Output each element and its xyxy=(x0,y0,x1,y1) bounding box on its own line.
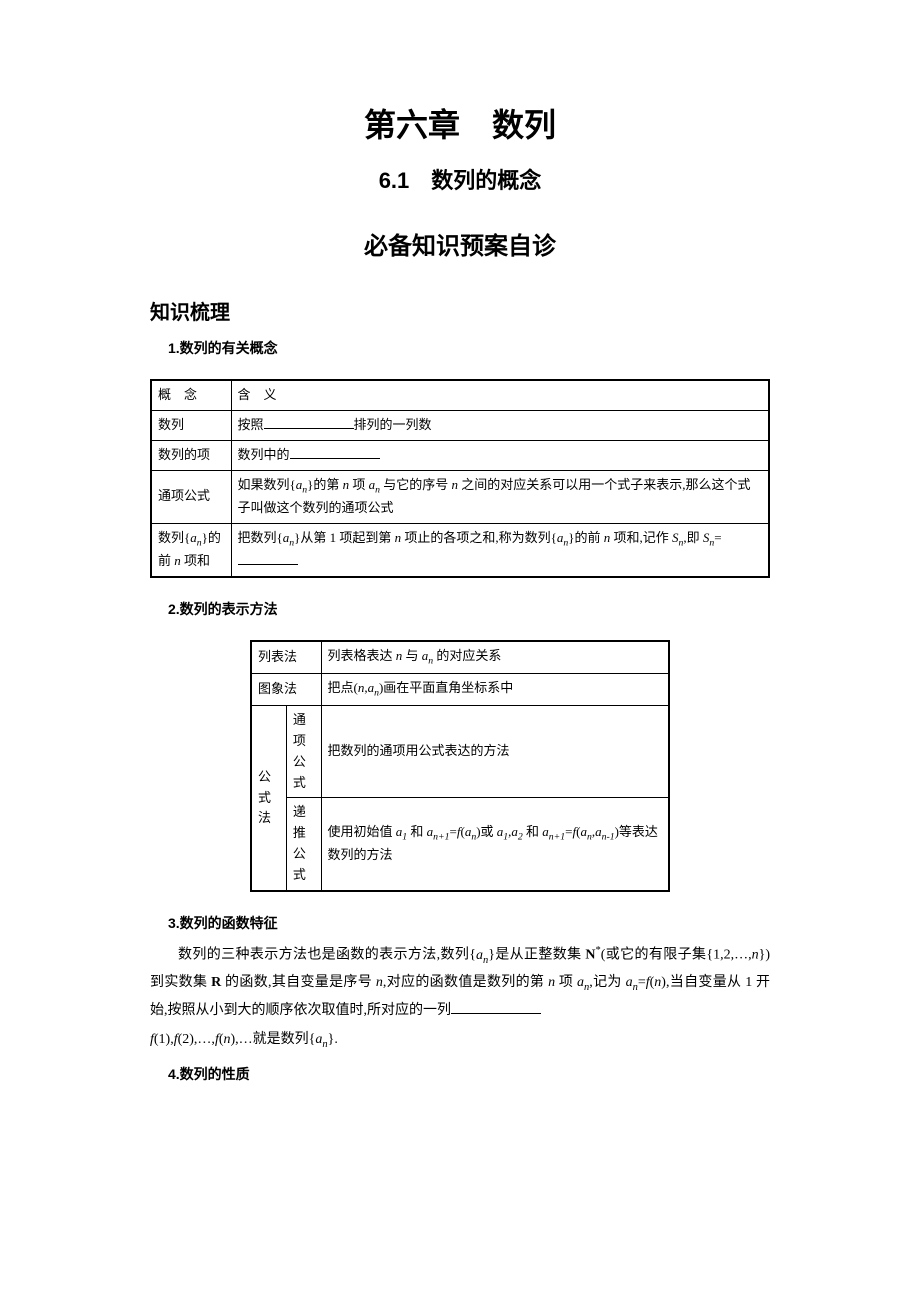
chapter-title: 第六章 数列 xyxy=(150,100,770,151)
paragraph-function-2: f(1),f(2),…,f(n),…就是数列{an}. xyxy=(150,1027,770,1055)
table-methods: 列表法 列表格表达 n 与 an 的对应关系 图象法 把点(n,an)画在平面直… xyxy=(250,640,670,892)
meaning-cell: 数列中的 xyxy=(231,440,769,470)
heading-zhishishuli: 知识梳理 xyxy=(150,297,770,329)
text: 按照 xyxy=(238,417,264,432)
text: 数列中的 xyxy=(238,447,290,462)
table-row: 公式法 通项公式 把数列的通项用公式表达的方法 xyxy=(251,706,669,798)
fill-blank xyxy=(264,416,354,429)
table-row: 数列{an}的前 n 项和 把数列{an}从第 1 项起到第 n 项止的各项之和… xyxy=(151,523,769,576)
concept-cell: 数列 xyxy=(151,410,231,440)
method-cell: 列表法 xyxy=(251,641,321,674)
fill-blank xyxy=(451,1000,541,1014)
fill-blank xyxy=(238,552,298,565)
table-row: 列表法 列表格表达 n 与 an 的对应关系 xyxy=(251,641,669,674)
section-number: 6.1 xyxy=(379,168,410,193)
page-subtitle: 必备知识预案自诊 xyxy=(150,228,770,266)
meaning-header: 含 义 xyxy=(231,380,769,410)
fill-blank xyxy=(290,446,380,459)
method-cell: 图象法 xyxy=(251,674,321,706)
table-row: 概 念 含 义 xyxy=(151,380,769,410)
meaning-cell: 如果数列{an}的第 n 项 an 与它的序号 n 之间的对应关系可以用一个式子… xyxy=(231,470,769,523)
table-row: 图象法 把点(n,an)画在平面直角坐标系中 xyxy=(251,674,669,706)
meaning-cell: 把数列{an}从第 1 项起到第 n 项止的各项之和,称为数列{an}的前 n … xyxy=(231,523,769,576)
concept-cell: 数列{an}的前 n 项和 xyxy=(151,523,231,576)
concept-cell: 通项公式 xyxy=(151,470,231,523)
paragraph-function: 数列的三种表示方法也是函数的表示方法,数列{an}是从正整数集 N*(或它的有限… xyxy=(150,942,770,1023)
section-name: 数列的概念 xyxy=(431,168,541,193)
desc-cell: 列表格表达 n 与 an 的对应关系 xyxy=(321,641,669,674)
sub-method: 通项公式 xyxy=(286,706,321,798)
concept-header: 概 念 xyxy=(151,380,231,410)
subheading-3: 3.数列的函数特征 xyxy=(168,912,770,934)
meaning-cell: 按照 排列的一列数 xyxy=(231,410,769,440)
table-row: 数列的项 数列中的 xyxy=(151,440,769,470)
subheading-4: 4.数列的性质 xyxy=(168,1063,770,1085)
desc-cell: 使用初始值 a1 和 an+1=f(an)或 a1,a2 和 an+1=f(an… xyxy=(321,798,669,891)
method-group: 公式法 xyxy=(251,706,286,891)
concept-cell: 数列的项 xyxy=(151,440,231,470)
table-row: 数列 按照 排列的一列数 xyxy=(151,410,769,440)
subheading-1: 1.数列的有关概念 xyxy=(168,337,770,359)
table-concepts: 概 念 含 义 数列 按照 排列的一列数 数列的项 数列中的 通项公式 如果数列{… xyxy=(150,379,770,577)
desc-cell: 把数列的通项用公式表达的方法 xyxy=(321,706,669,798)
sub-method: 递推公式 xyxy=(286,798,321,891)
table-row: 通项公式 如果数列{an}的第 n 项 an 与它的序号 n 之间的对应关系可以… xyxy=(151,470,769,523)
text: 排列的一列数 xyxy=(354,417,432,432)
section-title: 6.1 数列的概念 xyxy=(150,163,770,198)
table-row: 递推公式 使用初始值 a1 和 an+1=f(an)或 a1,a2 和 an+1… xyxy=(251,798,669,891)
desc-cell: 把点(n,an)画在平面直角坐标系中 xyxy=(321,674,669,706)
subheading-2: 2.数列的表示方法 xyxy=(168,598,770,620)
